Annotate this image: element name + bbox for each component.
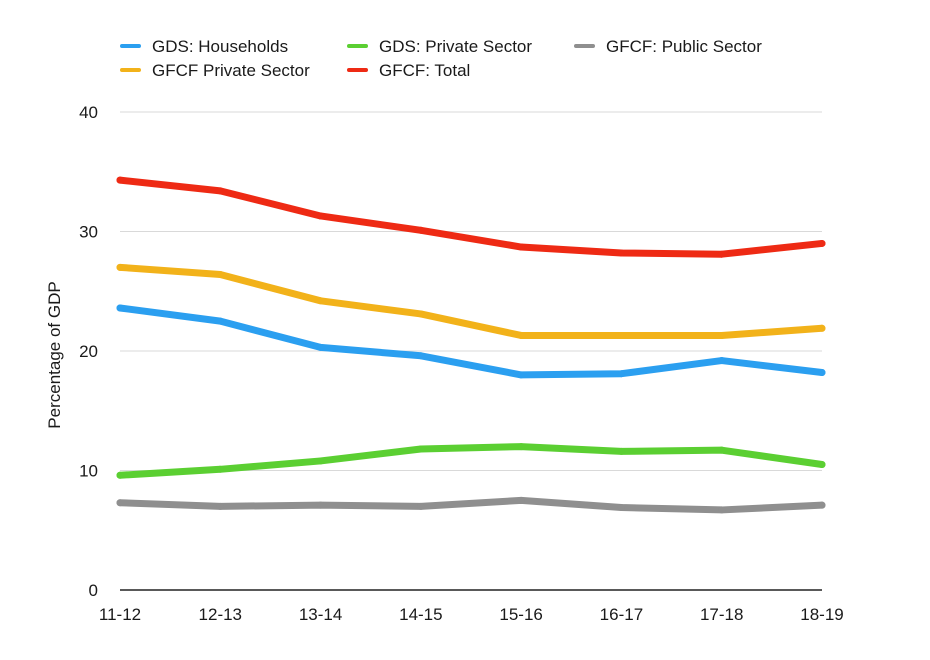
data-point — [116, 176, 124, 184]
x-tick-label: 13-14 — [299, 605, 342, 624]
data-point — [617, 447, 625, 455]
y-tick-label: 10 — [79, 462, 98, 481]
data-point — [517, 496, 525, 504]
series-gds-households — [116, 304, 826, 379]
series-line — [116, 176, 826, 258]
series-line — [116, 304, 826, 379]
data-point — [417, 352, 425, 360]
x-tick-label: 17-18 — [700, 605, 743, 624]
legend-label: GFCF: Public Sector — [606, 37, 762, 56]
data-point — [417, 226, 425, 234]
data-point — [417, 310, 425, 318]
data-point — [216, 502, 224, 510]
series-gfcf-private-sector — [116, 263, 826, 339]
data-point — [818, 324, 826, 332]
y-tick-label: 20 — [79, 342, 98, 361]
data-point — [417, 445, 425, 453]
data-point — [116, 499, 124, 507]
data-point — [818, 369, 826, 377]
grid — [120, 111, 822, 591]
legend-item: GDS: Private Sector — [347, 37, 532, 56]
legend-item: GFCF: Public Sector — [574, 37, 762, 56]
data-point — [317, 457, 325, 465]
data-point — [216, 317, 224, 325]
data-point — [818, 461, 826, 469]
data-point — [718, 250, 726, 258]
data-point — [617, 504, 625, 512]
x-tick-label: 15-16 — [499, 605, 542, 624]
data-point — [617, 370, 625, 378]
data-point — [317, 297, 325, 305]
data-point — [818, 501, 826, 509]
x-axis: 11-12 12-13 13-14 14-15 15-16 16-17 17-18 18-19 — [99, 605, 844, 624]
data-point — [718, 506, 726, 514]
data-point — [116, 471, 124, 479]
data-point — [718, 446, 726, 454]
series-gfcf-total — [116, 176, 826, 258]
data-point — [517, 243, 525, 251]
series-gds-private-sector — [116, 443, 826, 479]
data-point — [517, 443, 525, 451]
series-lines — [116, 176, 826, 514]
data-point — [116, 263, 124, 271]
x-tick-label: 14-15 — [399, 605, 442, 624]
data-point — [317, 343, 325, 351]
data-point — [718, 357, 726, 365]
x-tick-label: 16-17 — [600, 605, 643, 624]
series-line — [116, 263, 826, 339]
y-axis-title: Percentage of GDP — [45, 281, 64, 428]
data-point — [216, 271, 224, 279]
series-gfcf-public-sector — [116, 496, 826, 514]
legend-label: GFCF: Total — [379, 61, 470, 80]
legend-item: GFCF Private Sector — [120, 61, 310, 80]
y-tick-label: 30 — [79, 223, 98, 242]
x-tick-label: 11-12 — [99, 605, 141, 624]
data-point — [517, 371, 525, 379]
data-point — [216, 187, 224, 195]
data-point — [216, 465, 224, 473]
y-tick-label: 0 — [89, 581, 98, 600]
legend-label: GDS: Households — [152, 37, 288, 56]
data-point — [417, 502, 425, 510]
legend-item: GFCF: Total — [347, 61, 470, 80]
legend: GDS: Households GDS: Private Sector GFCF: … — [120, 37, 762, 80]
series-line — [116, 496, 826, 514]
x-tick-label: 12-13 — [199, 605, 242, 624]
y-axis: 0 10 20 30 40 — [79, 103, 98, 600]
legend-item: GDS: Households — [120, 37, 288, 56]
legend-label: GDS: Private Sector — [379, 37, 532, 56]
x-tick-label: 18-19 — [800, 605, 843, 624]
data-point — [718, 331, 726, 339]
series-line — [116, 443, 826, 479]
data-point — [317, 501, 325, 509]
data-point — [617, 249, 625, 257]
data-point — [317, 212, 325, 220]
data-point — [818, 239, 826, 247]
data-point — [517, 331, 525, 339]
data-point — [116, 304, 124, 312]
legend-label: GFCF Private Sector — [152, 61, 310, 80]
y-tick-label: 40 — [79, 103, 98, 122]
data-point — [617, 331, 625, 339]
